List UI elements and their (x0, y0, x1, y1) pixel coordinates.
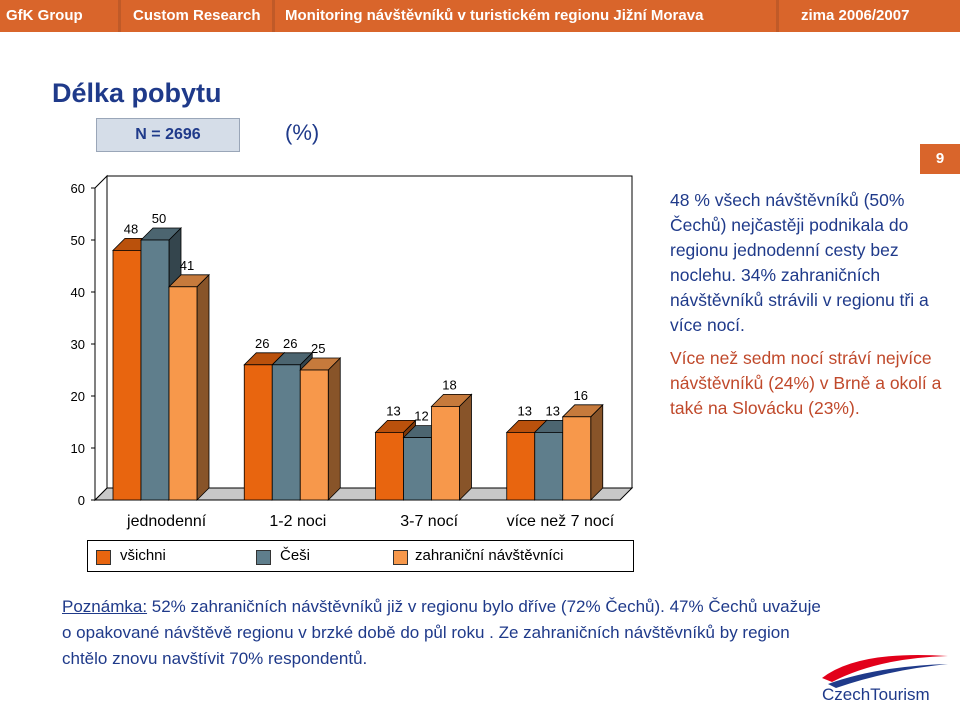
header-custom-research: Custom Research (121, 0, 272, 32)
category-label-0: jednodenní (126, 513, 207, 530)
y-tick-label-4: 40 (71, 285, 85, 300)
chart-legend: všichni Češi zahraniční návštěvníci (87, 540, 634, 572)
bar-2-2 (431, 405, 460, 501)
y-tick-label-6: 60 (71, 181, 85, 196)
bar-side-2-1 (327, 357, 341, 501)
category-label-3: více než 7 nocí (507, 513, 615, 530)
bar-label-2-1: 25 (311, 341, 325, 356)
bar-chart: 0 10 20 30 40 50 60 48 50 41 jednodenní 26 26 25 1-2 n… (71, 174, 634, 530)
y-tick-label-5: 50 (71, 233, 85, 248)
unit-label: (%) (285, 120, 320, 145)
bar-2-0 (168, 286, 198, 501)
bar-0-2 (375, 431, 404, 501)
bar-label-0-2: 13 (386, 403, 400, 418)
logo-swoosh-red (822, 654, 948, 682)
legend-swatch-vsichni (96, 550, 111, 565)
legend-label-zahranicni: zahraniční návštěvníci (415, 547, 564, 564)
page-number: 9 (920, 144, 960, 174)
bar-side-2-2 (459, 393, 472, 501)
bar-label-2-3: 16 (574, 388, 588, 403)
bar-label-1-0: 50 (152, 211, 166, 226)
header-custom-research-label: Custom Research (133, 7, 261, 24)
header-gfk-label: GfK Group (6, 7, 83, 24)
header-season: zima 2006/2007 (779, 0, 960, 32)
bar-label-0-0: 48 (124, 221, 138, 236)
logo-text: CzechTourism (822, 685, 930, 703)
legend-label-vsichni: všichni (120, 547, 166, 564)
bar-side-2-0 (196, 273, 210, 501)
category-label-2: 3-7 nocí (400, 513, 458, 530)
footnote-text: 52% zahraničních návštěvníků již v regio… (62, 597, 821, 668)
header-project: Monitoring návštěvníků v turistickém reg… (275, 0, 776, 32)
legend-label-cesi: Češi (280, 547, 311, 564)
y-tick-label-2: 20 (71, 389, 85, 404)
category-label-1: 1-2 noci (269, 513, 326, 530)
y-tick-label-1: 10 (71, 441, 85, 456)
bar-1-3 (534, 431, 564, 501)
header-bar: GfK Group Custom Research Monitoring náv… (0, 0, 960, 32)
bar-label-2-2: 18 (442, 377, 456, 392)
sample-size-box: N = 2696 (96, 118, 240, 152)
header-gfk: GfK Group (0, 0, 118, 32)
legend-swatch-cesi (256, 550, 271, 565)
logo-swoosh-blue (828, 664, 948, 688)
header-season-label: zima 2006/2007 (801, 7, 910, 24)
page-title: Délka pobytu (52, 78, 222, 108)
header-project-label: Monitoring návštěvníků v turistickém reg… (285, 7, 704, 24)
bar-0-3 (506, 431, 536, 501)
legend-swatch-zahranicni (393, 550, 408, 565)
bar-label-0-3: 13 (518, 403, 532, 418)
bar-label-0-1: 26 (255, 336, 269, 351)
bar-side-2-3 (590, 403, 604, 501)
bar-0-0 (112, 250, 142, 501)
bar-label-2-0: 41 (180, 258, 194, 273)
side-paragraph-1: 48 % všech návštěvníků (50% Čechů) nejča… (670, 190, 929, 335)
y-tick-label-0: 0 (78, 493, 85, 508)
side-commentary: 48 % všech návštěvníků (50% Čechů) nejča… (670, 188, 950, 421)
y-tick-label-3: 30 (71, 337, 85, 352)
footnote-label: Poznámka: (62, 597, 148, 616)
bar-label-1-1: 26 (283, 336, 297, 351)
bar-1-1 (271, 364, 301, 501)
bar-label-1-3: 13 (546, 403, 560, 418)
bar-2-1 (299, 369, 329, 501)
side-paragraph-2: Více než sedm nocí stráví nejvíce návště… (670, 348, 942, 418)
chart-side-wall (94, 174, 108, 502)
bar-0-1 (243, 364, 273, 501)
bar-1-2 (403, 437, 432, 501)
bar-1-0 (140, 239, 170, 501)
footnote: Poznámka: 52% zahraničních návštěvníků j… (62, 594, 822, 672)
bar-2-3 (562, 416, 592, 501)
bar-label-1-2: 12 (414, 409, 428, 424)
czechtourism-logo: CzechTourism (822, 654, 948, 703)
